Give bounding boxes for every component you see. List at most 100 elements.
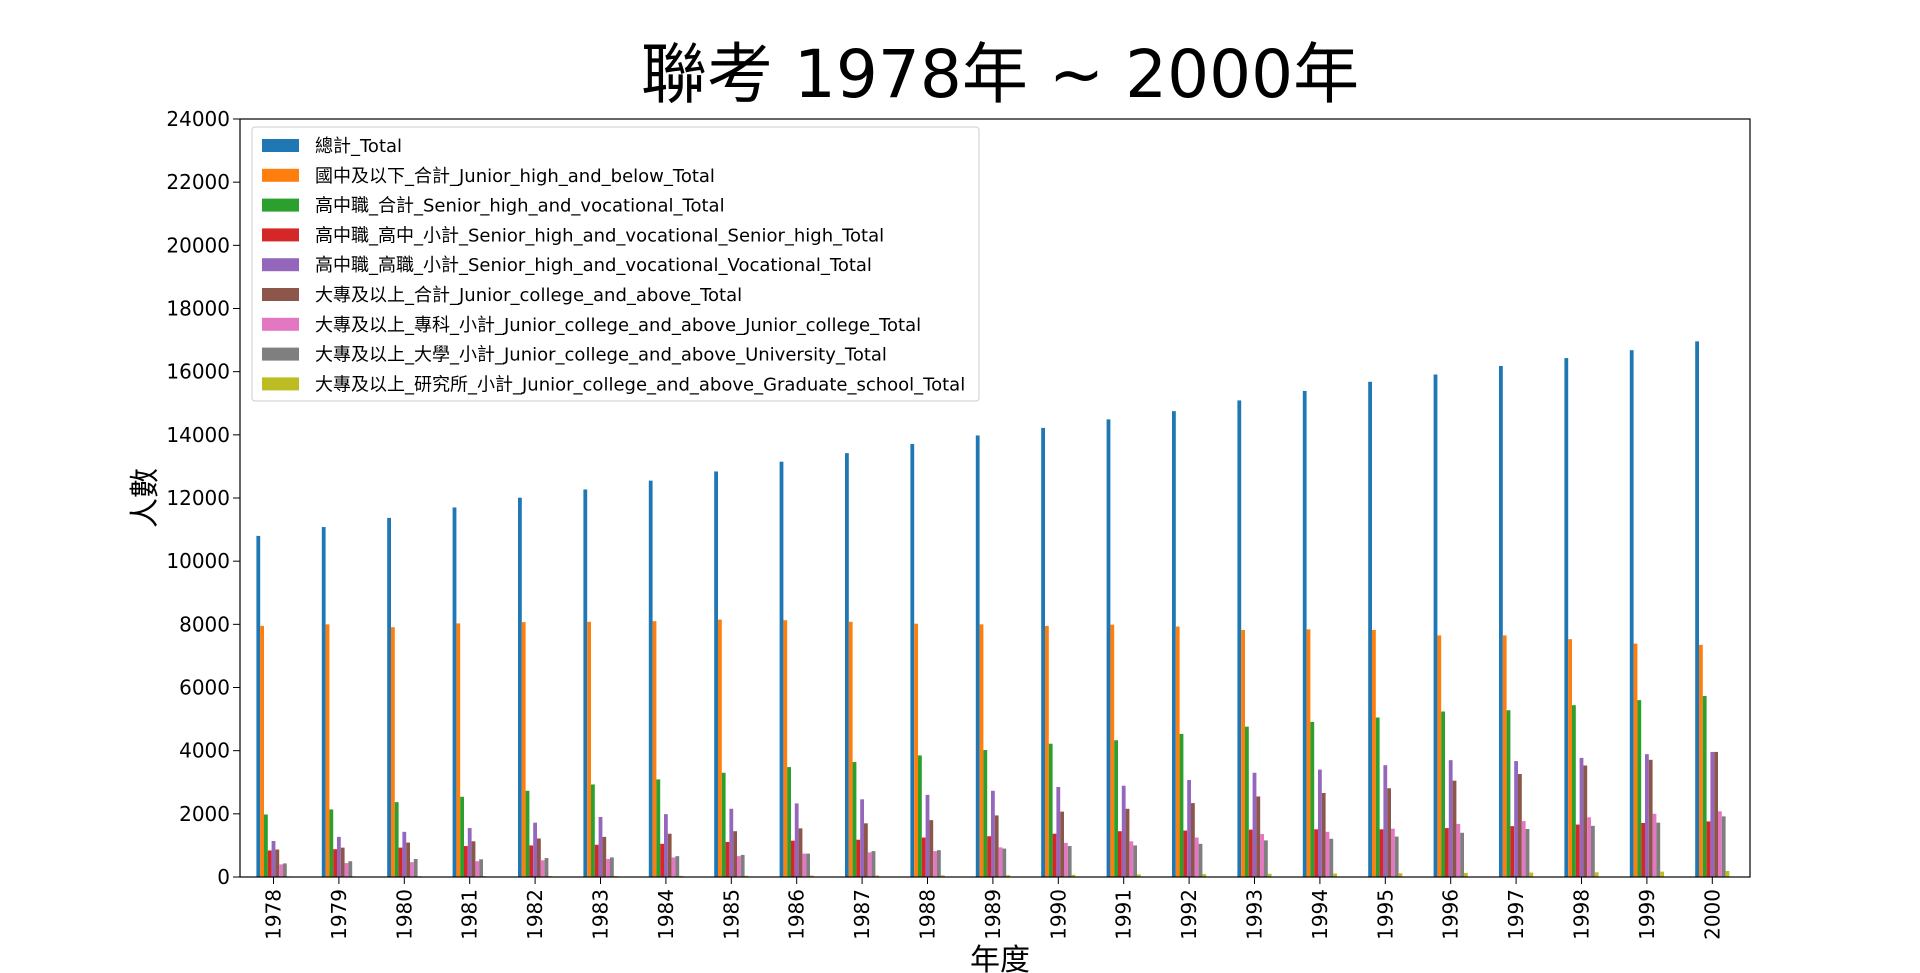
bar-1992-series-5: [1191, 803, 1195, 877]
bar-1981-series-6: [475, 861, 479, 877]
bar-1996-series-6: [1456, 824, 1460, 877]
legend-swatch: [262, 169, 299, 182]
bar-1996-series-8: [1464, 873, 1468, 877]
bar-1991-series-2: [1114, 740, 1118, 877]
bar-1999-series-4: [1645, 754, 1649, 877]
bar-1988-series-2: [918, 755, 922, 877]
bar-2000-series-2: [1703, 696, 1707, 877]
bar-1998-series-7: [1591, 826, 1595, 877]
bar-1988-series-5: [929, 820, 933, 877]
bar-1982-series-0: [518, 498, 522, 877]
x-tick-label: 1993: [1243, 889, 1267, 940]
bar-1986-series-2: [787, 767, 791, 877]
bar-1997-series-2: [1507, 710, 1511, 877]
bar-1985-series-4: [729, 809, 733, 877]
bar-1980-series-3: [399, 848, 403, 877]
bar-1989-series-6: [999, 847, 1003, 877]
bar-1983-series-5: [602, 837, 606, 877]
bar-1991-series-7: [1133, 845, 1137, 877]
x-tick-label: 1986: [785, 889, 809, 940]
bar-1981-series-2: [460, 797, 464, 877]
bar-1999-series-7: [1656, 823, 1660, 877]
bar-1980-series-7: [414, 859, 418, 877]
legend-swatch: [262, 228, 299, 241]
bar-1991-series-4: [1122, 786, 1126, 877]
bar-1992-series-4: [1187, 780, 1191, 877]
bar-1985-series-7: [741, 855, 745, 877]
bar-1986-series-0: [780, 462, 784, 877]
x-tick-label: 1992: [1177, 889, 1201, 940]
x-tick-label: 1985: [719, 889, 743, 940]
bar-1998-series-0: [1564, 358, 1568, 877]
bar-1992-series-2: [1180, 734, 1184, 877]
y-tick-label: 8000: [179, 612, 230, 636]
bar-1987-series-1: [849, 622, 853, 877]
bar-1999-series-1: [1634, 644, 1638, 877]
bar-1984-series-0: [649, 481, 653, 877]
bar-1987-series-6: [868, 852, 872, 877]
legend-swatch: [262, 348, 299, 361]
legend-label: 大專及以上_專科_小計_Junior_college_and_above_Jun…: [315, 315, 921, 336]
bar-1996-series-3: [1445, 828, 1449, 877]
bar-1994-series-3: [1314, 829, 1318, 877]
bar-1979-series-1: [326, 624, 330, 877]
bar-1991-series-6: [1129, 841, 1133, 877]
bar-1998-series-2: [1572, 705, 1576, 877]
bar-1982-series-4: [533, 823, 537, 877]
bar-1997-series-1: [1503, 635, 1507, 877]
bar-1987-series-2: [853, 762, 857, 877]
bar-1993-series-4: [1253, 773, 1257, 877]
bar-1981-series-4: [468, 828, 472, 877]
y-tick-label: 10000: [166, 549, 230, 573]
bar-1984-series-5: [668, 834, 672, 877]
bar-1991-series-1: [1110, 625, 1114, 877]
bar-1989-series-5: [995, 815, 999, 877]
bar-1978-series-7: [283, 863, 287, 877]
x-tick-label: 1998: [1570, 889, 1594, 940]
bar-1988-series-7: [937, 850, 941, 877]
bar-1982-series-6: [541, 860, 545, 877]
bar-1993-series-5: [1256, 796, 1260, 877]
bar-1994-series-0: [1303, 391, 1307, 877]
bar-1988-series-0: [910, 444, 914, 877]
bar-1994-series-7: [1329, 839, 1333, 877]
bar-1989-series-1: [980, 624, 984, 877]
y-tick-label: 0: [217, 865, 230, 889]
bar-1978-series-1: [260, 626, 264, 877]
legend-label: 大專及以上_合計_Junior_college_and_above_Total: [315, 285, 742, 306]
bar-1986-series-1: [783, 620, 787, 877]
bar-1984-series-7: [675, 856, 679, 877]
bar-1979-series-5: [341, 848, 345, 877]
bar-1984-series-3: [660, 844, 664, 877]
bar-1995-series-5: [1387, 788, 1391, 877]
bar-1989-series-2: [983, 750, 987, 877]
bar-1984-series-6: [672, 857, 676, 877]
bar-1985-series-6: [737, 856, 741, 877]
y-tick-label: 20000: [166, 233, 230, 257]
bar-2000-series-0: [1695, 341, 1699, 877]
bar-1997-series-3: [1510, 826, 1514, 877]
legend-label: 高中職_高中_小計_Senior_high_and_vocational_Sen…: [315, 225, 884, 246]
x-tick-label: 1994: [1308, 889, 1332, 940]
bar-1999-series-0: [1630, 350, 1634, 877]
bar-1999-series-2: [1637, 700, 1641, 877]
bar-1986-series-6: [802, 854, 806, 877]
bar-1995-series-4: [1383, 765, 1387, 877]
bar-1984-series-2: [656, 779, 660, 877]
y-tick-label: 2000: [179, 802, 230, 826]
y-tick-label: 18000: [166, 297, 230, 321]
legend-swatch: [262, 288, 299, 301]
legend-swatch: [262, 377, 299, 390]
legend-label: 大專及以上_研究所_小計_Junior_college_and_above_Gr…: [315, 374, 965, 395]
x-tick-label: 2000: [1700, 889, 1724, 940]
bar-1982-series-1: [522, 622, 526, 877]
x-tick-label: 1978: [262, 889, 286, 940]
x-tick-label: 1980: [392, 889, 416, 940]
x-tick-label: 1991: [1112, 889, 1136, 940]
x-axis-label: 年度: [970, 943, 1030, 973]
legend-swatch: [262, 139, 299, 152]
legend-label: 高中職_高職_小計_Senior_high_and_vocational_Voc…: [315, 255, 872, 276]
bar-1996-series-1: [1437, 635, 1441, 877]
bar-1990-series-5: [1060, 812, 1064, 877]
